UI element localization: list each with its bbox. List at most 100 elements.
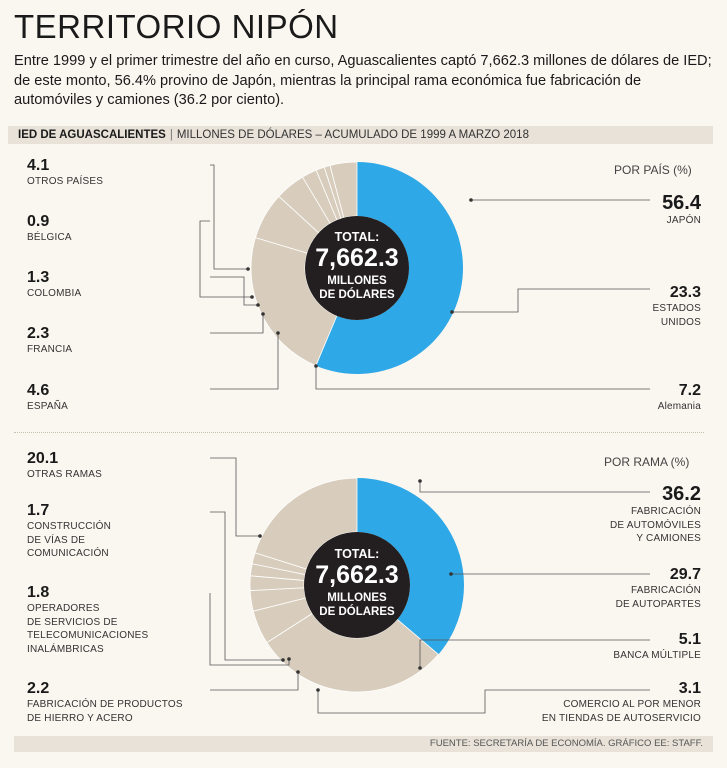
leader-line-telecom	[209, 593, 290, 666]
leader-line-otros-paises	[210, 164, 248, 270]
leader-line-banca	[419, 639, 650, 668]
center-label-dolares: DE DÓLARES	[319, 288, 395, 301]
label-value: 29.7	[669, 566, 701, 583]
leader-dot-otros-paises	[246, 267, 250, 271]
label-value: 5.1	[678, 631, 701, 648]
label-value: 7.2	[678, 382, 701, 399]
label-banca: 5.1 BANCA MÚLTIPLE	[613, 631, 701, 663]
label-name: DE AUTOMÓVILES	[610, 519, 701, 531]
label-value: 23.3	[669, 284, 701, 301]
label-name: Y CAMIONES	[636, 533, 701, 544]
header-separator: |	[169, 129, 173, 141]
label-value: 4.6	[27, 382, 50, 399]
leader-dot-francia	[261, 312, 265, 316]
leader-line-otras-ramas	[210, 457, 260, 537]
header-bold: IED DE AGUASCALIENTES	[18, 129, 166, 141]
label-name: EN TIENDAS DE AUTOSERVICIO	[541, 712, 701, 724]
leader-dot-hierro	[296, 670, 300, 674]
center-label-millones: MILLONES	[327, 592, 387, 604]
label-name: FABRICACIÓN	[631, 506, 701, 517]
leader-line-alemania	[315, 366, 650, 390]
leader-dot-otras-ramas	[258, 534, 262, 538]
label-estados-unidos: 23.3 ESTADOS UNIDOS	[653, 284, 701, 329]
leader-dot-espana	[276, 331, 280, 335]
label-value: 3.1	[678, 680, 701, 697]
label-comercio: 3.1 COMERCIO AL POR MENOR EN TIENDAS DE …	[542, 680, 701, 725]
label-name: OPERADORES	[27, 603, 100, 614]
intro-text: Entre 1999 y el primer trimestre del año…	[14, 53, 712, 108]
center-label-total: TOTAL:	[335, 230, 380, 244]
label-name: COMUNICACIÓN	[27, 548, 109, 559]
label-value: 2.2	[27, 680, 50, 697]
label-otros-paises: 4.1 OTROS PAÍSES	[27, 157, 103, 189]
label-name: OTRAS RAMAS	[27, 469, 102, 480]
leader-line-hierro	[210, 672, 299, 691]
leader-line-colombia	[210, 276, 258, 306]
label-name: BANCA MÚLTIPLE	[613, 650, 701, 661]
label-otras-ramas: 20.1 OTRAS RAMAS	[27, 450, 102, 482]
label-name: ESPAÑA	[27, 401, 69, 412]
label-name: BÉLGICA	[27, 232, 72, 243]
label-autos: 36.2 FABRICACIÓN DE AUTOMÓVILES Y CAMION…	[610, 483, 701, 546]
leader-line-francia	[210, 314, 264, 334]
label-value: 0.9	[27, 213, 50, 230]
label-value: 1.7	[27, 502, 50, 519]
label-name: JAPÓN	[666, 215, 701, 226]
label-construccion: 1.7 CONSTRUCCIÓN DE VÍAS DE COMUNICACIÓN	[27, 502, 111, 561]
leader-dot-comercio	[316, 688, 320, 692]
donut-slice-autos	[357, 478, 464, 655]
label-name: CONSTRUCCIÓN	[27, 521, 112, 532]
label-name: ESTADOS	[652, 303, 701, 314]
label-name: FRANCIA	[27, 344, 73, 355]
leader-line-comercio	[317, 689, 650, 714]
label-name: DE VÍAS DE	[27, 534, 86, 546]
center-total-value: 7,662.3	[315, 561, 398, 589]
center-label-dolares: DE DÓLARES	[319, 605, 395, 618]
label-name: OTROS PAÍSES	[27, 176, 104, 187]
label-name: COLOMBIA	[27, 288, 82, 299]
label-name: FABRICACIÓN DE PRODUCTOS	[27, 699, 183, 710]
label-hierro: 2.2 FABRICACIÓN DE PRODUCTOS DE HIERRO Y…	[27, 680, 183, 725]
leader-line-belgica	[199, 220, 252, 298]
label-value: 1.3	[27, 269, 50, 286]
leader-line-estados-unidos	[452, 288, 650, 313]
label-name: DE SERVICIOS DE	[27, 616, 118, 628]
label-name: DE AUTOPARTES	[615, 598, 701, 610]
leader-line-espana	[210, 333, 279, 390]
leader-dot-colombia	[256, 303, 260, 307]
section-header: IED DE AGUASCALIENTES | MILLONES DE DÓLARE…	[8, 126, 713, 144]
label-value: 36.2	[662, 483, 701, 505]
leader-dot-autos	[418, 479, 422, 483]
label-value: 56.4	[662, 192, 701, 214]
label-value: 2.3	[27, 325, 50, 342]
leader-dot-japon	[469, 198, 473, 202]
header-subtitle: MILLONES DE DÓLARES – ACUMULADO DE 1999 …	[176, 129, 529, 141]
label-name: TELECOMUNICACIONES	[27, 630, 149, 641]
leader-dot-alemania	[314, 364, 318, 368]
label-value: 20.1	[27, 450, 59, 467]
page-title: TERRITORIO NIPÓN	[14, 8, 339, 45]
label-autopartes: 29.7 FABRICACIÓN DE AUTOPARTES	[616, 566, 701, 611]
label-alemania: 7.2 Alemania	[658, 382, 701, 414]
label-name: UNIDOS	[660, 316, 701, 328]
center-label-total: TOTAL:	[335, 547, 380, 561]
label-name: INALÁMBRICAS	[27, 643, 104, 655]
center-label-millones: MILLONES	[327, 275, 387, 287]
label-espana: 4.6 ESPAÑA	[27, 382, 68, 414]
leader-dot-banca	[418, 666, 422, 670]
label-belgica: 0.9 BÉLGICA	[27, 213, 72, 245]
label-japon: 56.4 JAPÓN	[662, 192, 701, 228]
leader-line-construccion	[210, 511, 283, 661]
label-name: COMERCIO AL POR MENOR	[563, 699, 701, 710]
chart2-title: POR RAMA (%)	[604, 455, 690, 469]
leader-dot-telecom	[287, 657, 291, 661]
label-name: FABRICACIÓN	[631, 585, 701, 596]
leader-line-autos	[419, 481, 650, 493]
label-name: DE HIERRO Y ACERO	[27, 712, 133, 724]
label-value: 4.1	[27, 157, 50, 174]
donut-center	[305, 216, 409, 320]
chart1-title: POR PAÍS (%)	[614, 163, 692, 177]
charts-divider	[14, 432, 704, 433]
label-telecom: 1.8 OPERADORES DE SERVICIOS DE TELECOMUN…	[27, 584, 148, 656]
